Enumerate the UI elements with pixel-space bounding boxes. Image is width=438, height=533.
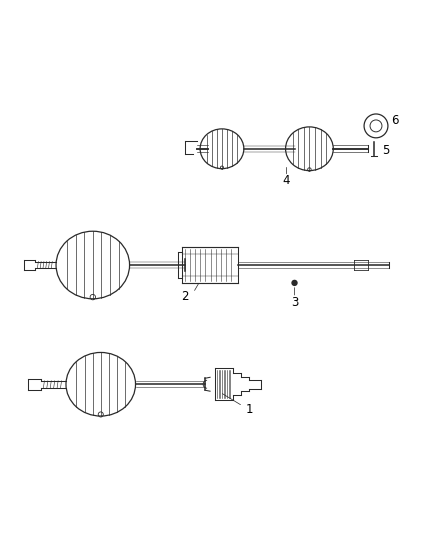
- Text: 5: 5: [382, 144, 389, 157]
- Text: 4: 4: [283, 174, 290, 187]
- Text: 1: 1: [246, 402, 253, 416]
- Circle shape: [292, 280, 297, 285]
- Text: 2: 2: [181, 290, 189, 303]
- Text: 3: 3: [291, 296, 298, 309]
- Text: 6: 6: [391, 115, 399, 127]
